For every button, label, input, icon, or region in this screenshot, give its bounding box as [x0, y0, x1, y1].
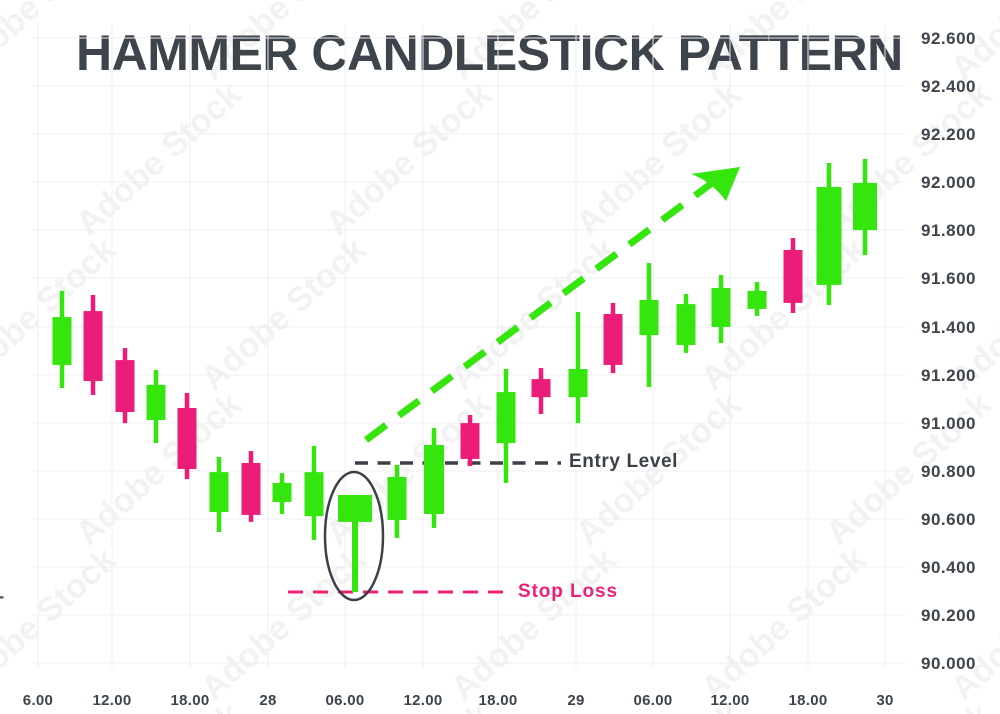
candle-body [424, 444, 444, 514]
hammer-candle-wick [352, 494, 358, 593]
candle-body [177, 407, 197, 470]
x-axis-tick-label: 29 [567, 692, 585, 709]
candle-body [568, 369, 588, 398]
entry-level-label: Entry Level [569, 451, 679, 472]
candle-body [603, 313, 623, 365]
x-axis-tick-label: 18.00 [478, 692, 518, 709]
candle-body [816, 187, 842, 285]
candle-body [747, 290, 767, 309]
candle-body [531, 379, 551, 398]
stock-credit-text: Adobe Stock | #508452674 [0, 492, 4, 712]
x-axis-tick-label: 28 [259, 692, 277, 709]
candle-body [83, 311, 103, 382]
candle-body [209, 472, 229, 513]
y-axis-tick-label: 90.600 [921, 510, 976, 529]
y-axis-tick-label: 91.200 [921, 366, 976, 385]
y-axis-tick-label: 91.000 [921, 414, 976, 433]
trend-arrow-line [363, 180, 715, 443]
x-axis-tick-label: 30 [876, 692, 894, 709]
candle-body [711, 288, 731, 327]
candle-body [304, 472, 324, 517]
candle-body [387, 476, 407, 520]
candle-body [676, 304, 696, 345]
x-axis-tick-label: 18.00 [170, 692, 210, 709]
y-axis-tick-label: 92.400 [921, 77, 976, 96]
hammer-candle-body [338, 494, 372, 522]
y-axis-tick-label: 92.200 [921, 125, 976, 144]
candle-body [496, 392, 516, 444]
candle-body [783, 250, 803, 303]
candle-body [853, 182, 877, 231]
y-axis-tick-label: 90.200 [921, 606, 976, 625]
hammer-highlight-circle [323, 470, 385, 602]
x-axis-tick-label: 12.00 [403, 692, 443, 709]
candle-body [272, 482, 292, 502]
candle-body [146, 384, 166, 420]
y-axis-tick-label: 92.000 [921, 173, 976, 192]
candle-body [115, 360, 135, 413]
x-axis-tick-label: 12.00 [92, 692, 132, 709]
y-axis-tick-label: 91.800 [921, 221, 976, 240]
stop-loss-label: Stop Loss [518, 581, 618, 602]
y-axis-tick-label: 92.600 [921, 29, 976, 48]
y-axis-tick-label: 90.800 [921, 462, 976, 481]
trend-arrow-head [691, 167, 740, 201]
y-axis-tick-label: 91.600 [921, 269, 976, 288]
y-axis-tick-label: 90.000 [921, 654, 976, 673]
candle-body [460, 423, 480, 459]
x-axis-tick-label: 06.00 [325, 692, 365, 709]
x-axis-tick-label: 12.00 [710, 692, 750, 709]
y-axis-tick-label: 90.400 [921, 558, 976, 577]
chart-title: HAMMER CANDLESTICK PATTERN [76, 25, 903, 81]
x-axis-tick-label: 6.00 [22, 692, 54, 709]
candle-body [52, 317, 72, 365]
candle-wick [575, 312, 581, 424]
candle-body [639, 300, 659, 336]
y-axis-tick-label: 91.400 [921, 318, 976, 337]
x-axis-tick-label: 18.00 [788, 692, 828, 709]
x-axis-tick-label: 06.00 [633, 692, 673, 709]
candle-body [241, 463, 261, 515]
